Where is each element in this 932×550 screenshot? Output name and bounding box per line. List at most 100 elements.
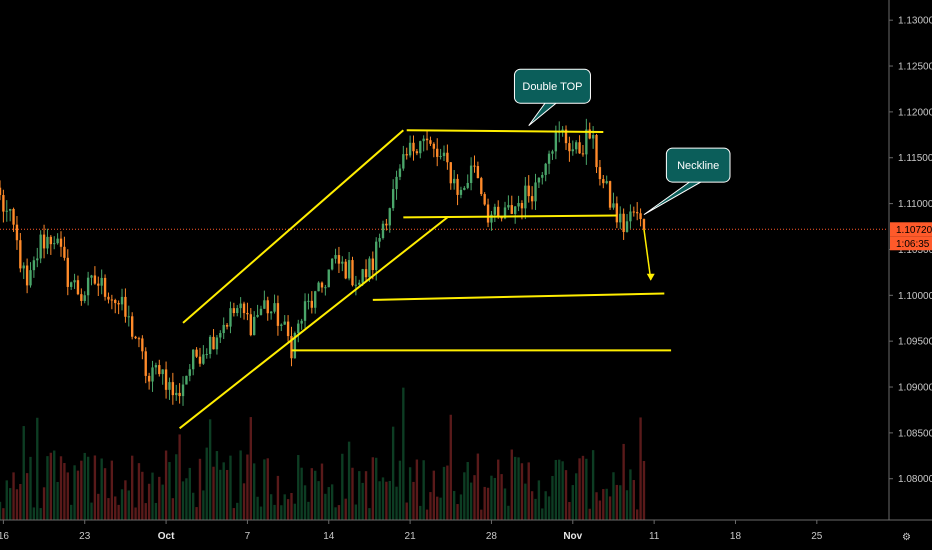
volume-bar [347, 441, 351, 520]
y-tick-label: 1.10500 [898, 245, 932, 256]
volume-bar [368, 508, 371, 520]
candle-body [337, 255, 341, 264]
trendline-5[interactable] [372, 292, 665, 301]
volume-bar [181, 481, 185, 520]
candle-body [537, 177, 541, 183]
volume-bar [249, 417, 252, 520]
candle-body [547, 153, 551, 164]
candle-body [568, 143, 571, 152]
volume-bar [419, 505, 422, 520]
candle-body [314, 291, 317, 308]
volume-bar [629, 469, 632, 520]
trendline-2[interactable] [182, 129, 404, 324]
candle-body [300, 320, 303, 324]
volume-bar [520, 463, 524, 520]
candle-body [93, 275, 97, 284]
x-tick-label: 18 [730, 531, 742, 542]
candle-body [232, 308, 236, 314]
y-tick-label: 1.09500 [898, 337, 932, 348]
volume-bar [283, 494, 286, 520]
candle-body [80, 294, 83, 301]
volume-bar [442, 466, 446, 520]
current-price-label: 1.10720 [896, 225, 932, 236]
volume-bar [598, 500, 602, 520]
candle-body [642, 219, 646, 230]
volume-bar [246, 454, 249, 520]
volume-bar [554, 459, 558, 520]
volume-bar [5, 480, 8, 520]
volume-bar [422, 460, 425, 520]
volume-bar [412, 481, 415, 520]
volume-bar [547, 496, 551, 520]
volume-bar [93, 455, 97, 520]
candle-body [347, 260, 351, 279]
volume-bar [56, 481, 59, 520]
volume-bar [66, 472, 69, 520]
candle-body [544, 163, 547, 175]
trendline-1[interactable] [179, 216, 449, 430]
volume-bar [80, 460, 83, 520]
candle-body [449, 162, 452, 184]
volume-bar [466, 462, 469, 520]
volume-bar [493, 477, 497, 520]
volume-bar [117, 504, 120, 520]
volume-bar [236, 502, 239, 520]
candle-body [253, 316, 256, 336]
trendline-4[interactable] [403, 214, 617, 219]
x-tick-label: 28 [486, 531, 498, 542]
volume-bar [219, 469, 222, 520]
candle-body [554, 132, 558, 152]
candle-body [442, 152, 446, 157]
volume-bar [134, 507, 137, 520]
callout-box [665, 147, 731, 183]
volume-bar [158, 476, 161, 520]
candle-body [293, 332, 297, 359]
candle-body [415, 151, 419, 154]
volume-bar [205, 447, 208, 520]
down-arrow-line[interactable] [643, 229, 652, 280]
candle-body [222, 324, 225, 334]
volume-bar [364, 471, 368, 520]
candle-body [629, 211, 632, 222]
candle-body [192, 349, 195, 370]
settings-icon[interactable]: ⚙ [902, 532, 911, 543]
volume-bar [144, 503, 147, 520]
volume-bar [476, 453, 480, 520]
candle-body [212, 336, 215, 350]
down-arrow-head[interactable] [646, 273, 655, 281]
volume-bar [164, 450, 168, 520]
candle-body [334, 255, 337, 259]
candle-body [480, 178, 483, 195]
volume-bar [619, 485, 622, 520]
candle-body [378, 238, 381, 242]
candle-body [639, 213, 642, 220]
volume-bar [161, 484, 164, 520]
volume-bar [337, 505, 341, 520]
volume-bar [154, 502, 158, 520]
candle-body [520, 203, 524, 209]
candle-body [297, 323, 300, 333]
volume-bar [212, 466, 215, 520]
volume-bar [564, 470, 568, 520]
volume-bar [120, 489, 124, 520]
volume-bar [151, 472, 154, 520]
volume-bar [595, 492, 598, 520]
volume-bar [537, 480, 541, 520]
volume-bar [551, 475, 554, 520]
candle-body [575, 142, 578, 150]
volume-bar [558, 459, 561, 520]
trendline-3[interactable] [406, 129, 604, 134]
candle-body [368, 258, 371, 278]
volume-bar [408, 467, 412, 520]
volume-bar [141, 471, 144, 520]
volume-bar [137, 463, 141, 520]
candle-body [307, 300, 310, 302]
callout-2[interactable]: Neckline [643, 147, 731, 216]
volume-bar [185, 478, 188, 520]
candle-body [22, 265, 25, 269]
candle-body [171, 382, 175, 396]
callout-1[interactable]: Double TOP [513, 68, 591, 127]
volume-bar [114, 496, 117, 520]
